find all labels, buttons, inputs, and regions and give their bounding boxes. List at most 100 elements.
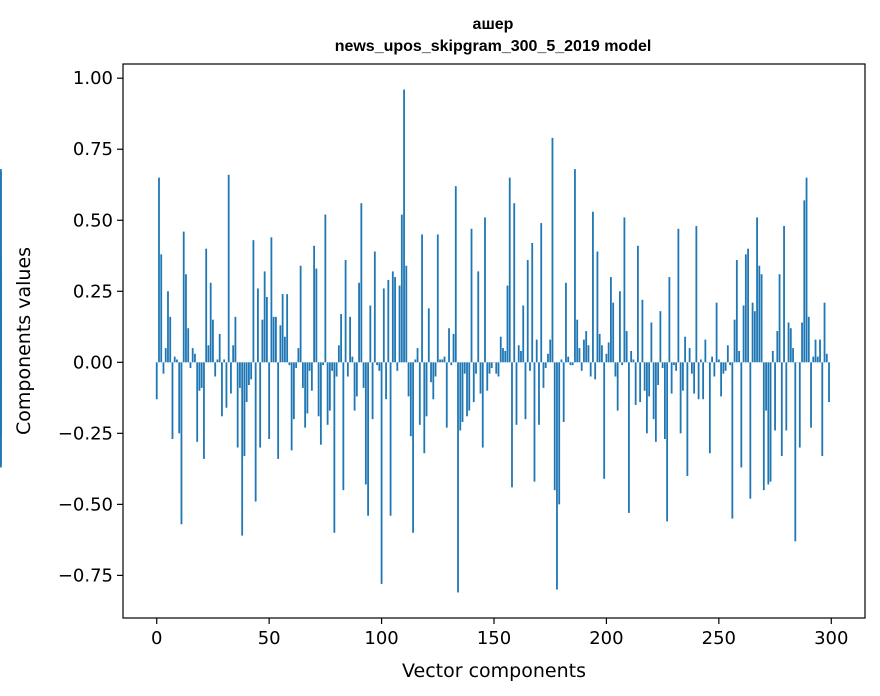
bar-279 [783, 225, 785, 363]
bar-242 [699, 359, 702, 363]
bar-146 [484, 217, 486, 363]
bar-219 [648, 362, 651, 397]
bar-90 [358, 282, 360, 363]
bar-54 [277, 362, 280, 459]
bar-142 [475, 362, 477, 374]
bar-56 [281, 294, 284, 363]
bar-222 [654, 362, 657, 442]
bar-204 [614, 362, 617, 377]
bar-251 [720, 362, 722, 397]
bar-91 [360, 203, 363, 363]
x-tick-label: 200 [589, 628, 623, 649]
bar-52 [272, 316, 275, 363]
y-tick-label: −0.75 [58, 565, 113, 586]
bar-212 [632, 359, 635, 363]
bar-247 [711, 356, 713, 363]
bar-274 [771, 350, 774, 363]
bar-190 [583, 339, 585, 363]
bar-178 [556, 362, 558, 590]
bar-89 [355, 362, 358, 397]
bar-161 [517, 345, 520, 363]
bar-270 [762, 362, 765, 491]
bar-126 [439, 359, 441, 363]
bar-136 [461, 362, 464, 422]
bar-179 [558, 362, 561, 505]
x-tick-label: 100 [364, 628, 398, 649]
bar-249 [715, 302, 718, 363]
bar-228 [668, 277, 671, 363]
bar-203 [612, 302, 615, 363]
bar-46 [259, 362, 262, 448]
bar-253 [724, 362, 727, 371]
bar-111 [405, 265, 408, 363]
bar-27 [216, 359, 219, 363]
bar-296 [821, 362, 824, 457]
bar-116 [416, 348, 419, 363]
bar-64 [299, 265, 302, 363]
bar-180 [560, 359, 563, 363]
bar-289 [805, 177, 808, 363]
bar-243 [702, 362, 705, 400]
bar-48 [263, 271, 266, 363]
bar-193 [589, 362, 592, 377]
bar-246 [708, 362, 711, 454]
bar-216 [641, 299, 644, 363]
bar-129 [445, 362, 448, 428]
bar-58 [286, 294, 289, 363]
bar-187 [576, 319, 579, 363]
bar-11 [180, 362, 183, 525]
bar-84 [344, 260, 347, 363]
bar-155 [504, 350, 507, 363]
bar-113 [409, 362, 412, 437]
bar-137 [463, 362, 466, 374]
bar-119 [423, 362, 426, 454]
bar-94 [367, 362, 369, 516]
x-tick-label: 250 [702, 628, 736, 649]
bar-215 [639, 362, 642, 403]
bar-217 [643, 362, 646, 391]
bar-41 [248, 362, 250, 386]
bar-211 [630, 350, 633, 363]
bar-229 [670, 362, 673, 394]
bar-226 [663, 362, 666, 440]
bar-186 [574, 169, 576, 363]
bar-55 [279, 325, 282, 363]
bar-276 [776, 331, 779, 363]
bar-53 [275, 316, 277, 363]
bar-120 [425, 362, 428, 417]
bar-93 [364, 362, 367, 485]
bar-30 [223, 359, 226, 363]
bar-295 [819, 339, 821, 363]
bar-26 [214, 362, 217, 377]
bar-262 [744, 254, 747, 363]
bar-250 [717, 359, 720, 363]
bar-287 [801, 322, 803, 363]
bar-19 [198, 362, 201, 391]
bar-28 [218, 333, 221, 363]
bar-10 [178, 362, 181, 434]
bar-77 [328, 362, 331, 411]
bar-233 [679, 362, 682, 434]
bar-undefined [0, 362, 2, 465]
bar-221 [652, 362, 655, 420]
bar-160 [515, 362, 518, 425]
bar-299 [828, 362, 830, 403]
bar-201 [607, 342, 610, 363]
bar-205 [616, 362, 619, 411]
bar-42 [250, 362, 253, 380]
bar-82 [340, 314, 342, 363]
bar-154 [502, 348, 504, 363]
bar-38 [241, 362, 244, 536]
bar-125 [436, 234, 439, 363]
bar-238 [690, 362, 693, 374]
bar-194 [592, 211, 594, 363]
bar-174 [547, 353, 549, 363]
y-tick-label: 1.00 [73, 68, 113, 89]
bar-34 [232, 345, 235, 363]
bar-280 [785, 362, 788, 431]
bar-79 [333, 362, 336, 533]
bar-32 [227, 174, 230, 363]
bar-158 [511, 362, 513, 488]
bar-5 [167, 291, 169, 363]
bar-7 [171, 362, 174, 440]
